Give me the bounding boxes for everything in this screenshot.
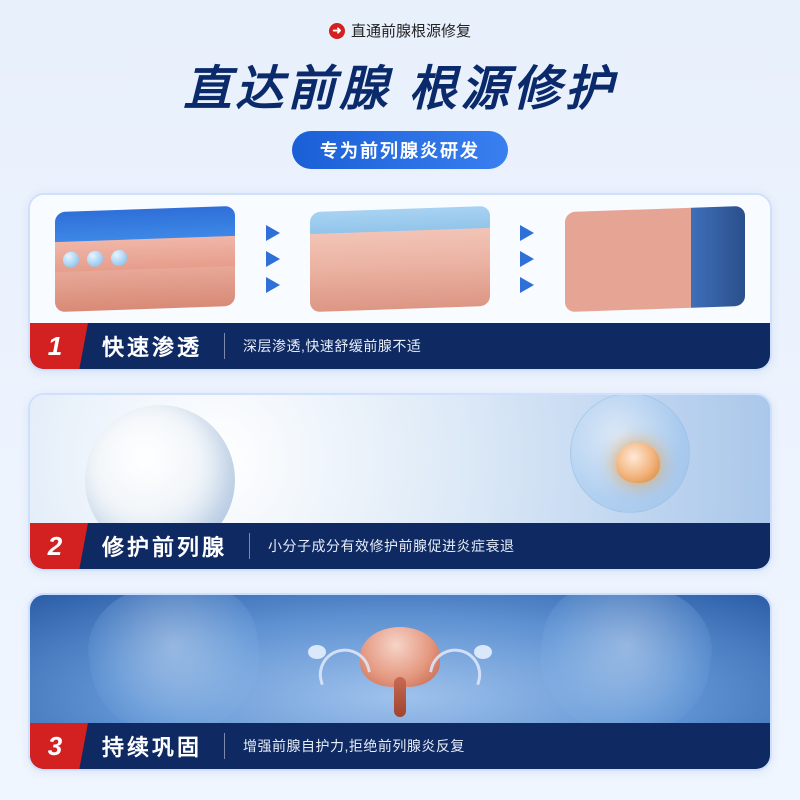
divider bbox=[224, 733, 225, 759]
step-number: 1 bbox=[30, 323, 88, 369]
step-number: 2 bbox=[30, 523, 88, 569]
step-description: 小分子成分有效修护前腺促进炎症衰退 bbox=[254, 523, 529, 569]
step-number: 3 bbox=[30, 723, 88, 769]
step-title: 修护前列腺 bbox=[88, 523, 245, 569]
header: ➜ 直通前腺根源修复 直达前腺 根源修护 专为前列腺炎研发 bbox=[0, 0, 800, 169]
step-description: 增强前腺自护力,拒绝前列腺炎反复 bbox=[229, 723, 479, 769]
divider bbox=[224, 333, 225, 359]
prostate-icon bbox=[580, 423, 670, 513]
tagline: ➜ 直通前腺根源修复 bbox=[329, 20, 471, 41]
repair-illustration bbox=[30, 395, 770, 523]
caption-strip: 1 快速渗透 深层渗透,快速舒缓前腺不适 bbox=[30, 323, 770, 369]
step-card-1: 1 快速渗透 深层渗透,快速舒缓前腺不适 bbox=[28, 193, 772, 371]
reproductive-organ-icon bbox=[350, 627, 450, 717]
pelvis-bone-right-icon bbox=[530, 595, 719, 723]
step-card-2: 2 修护前列腺 小分子成分有效修护前腺促进炎症衰退 bbox=[28, 393, 772, 571]
tissue-stage-1 bbox=[55, 206, 235, 312]
step-card-3: 3 持续巩固 增强前腺自护力,拒绝前列腺炎反复 bbox=[28, 593, 772, 771]
cell-sphere-icon bbox=[85, 405, 235, 523]
caption-strip: 3 持续巩固 增强前腺自护力,拒绝前列腺炎反复 bbox=[30, 723, 770, 769]
pelvis-bone-left-icon bbox=[80, 595, 269, 723]
step-description: 深层渗透,快速舒缓前腺不适 bbox=[229, 323, 435, 369]
step-title: 持续巩固 bbox=[88, 723, 220, 769]
card-list: 1 快速渗透 深层渗透,快速舒缓前腺不适 2 修护前列腺 小分子成分有效修护前腺… bbox=[0, 169, 800, 771]
divider bbox=[249, 533, 250, 559]
step-title: 快速渗透 bbox=[88, 323, 220, 369]
penetration-illustration bbox=[30, 195, 770, 323]
tissue-stage-3 bbox=[565, 206, 745, 312]
caption-strip: 2 修护前列腺 小分子成分有效修护前腺促进炎症衰退 bbox=[30, 523, 770, 569]
page-title: 直达前腺 根源修护 bbox=[0, 49, 800, 119]
arrow-right-icon bbox=[266, 225, 280, 293]
arrow-right-icon bbox=[520, 225, 534, 293]
consolidate-illustration bbox=[30, 595, 770, 723]
arrow-right-circle-icon: ➜ bbox=[329, 23, 345, 39]
tagline-text: 直通前腺根源修复 bbox=[351, 20, 471, 41]
tissue-stage-2 bbox=[310, 206, 490, 312]
subtitle-badge: 专为前列腺炎研发 bbox=[292, 131, 508, 169]
